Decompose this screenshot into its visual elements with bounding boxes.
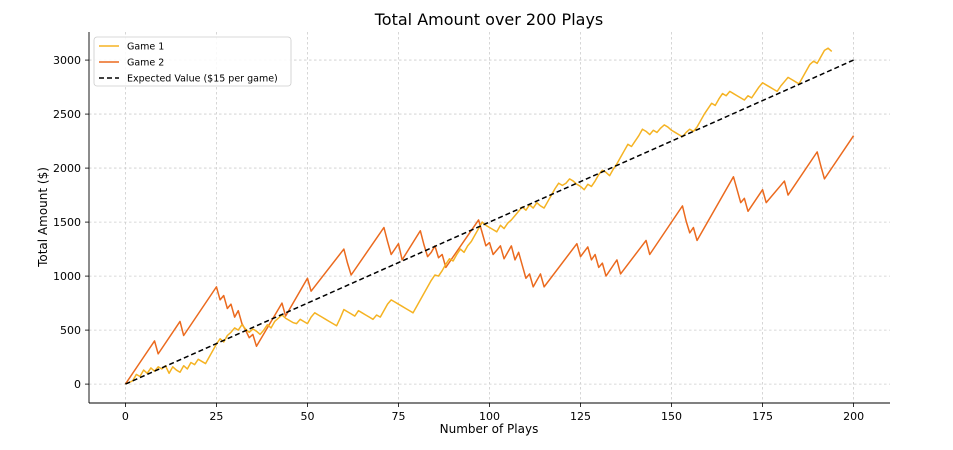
grid (89, 32, 890, 403)
y-tick-label: 500 (60, 324, 81, 337)
y-tick-label: 3000 (53, 54, 81, 67)
x-tick-label: 75 (391, 410, 405, 423)
legend-label: Game 2 (127, 58, 164, 69)
x-tick-label: 200 (843, 410, 864, 423)
x-tick-label: 50 (300, 410, 314, 423)
plot-area (124, 47, 855, 385)
y-tick-label: 1500 (53, 216, 81, 229)
axes: 0 25 50 75 100 125 150 175 200050010001500200025… (53, 32, 890, 423)
legend-frame (93, 36, 292, 87)
series-line-expected-value-15-per-game (125, 59, 854, 385)
y-tick-label: 1000 (53, 270, 81, 283)
x-tick-label: 150 (661, 410, 682, 423)
x-axis-label: Number of Plays (440, 422, 539, 436)
x-tick-label: 125 (570, 410, 591, 423)
x-tick-label: 0 (122, 410, 129, 423)
legend-label: Expected Value ($15 per game) (127, 74, 278, 85)
x-tick-label: 175 (752, 410, 773, 423)
chart-title: Total Amount over 200 Plays (374, 10, 604, 29)
y-tick-label: 0 (74, 378, 81, 391)
y-axis-label: Total Amount ($) (36, 167, 50, 268)
series-line-game-1 (125, 47, 833, 385)
legend-label: Game 1 (127, 42, 164, 53)
x-tick-label: 100 (479, 410, 500, 423)
y-tick-label: 2500 (53, 108, 81, 121)
x-tick-label: 25 (209, 410, 223, 423)
legend: Game 1 Game 2 Expected Value ($15 per game… (93, 36, 292, 87)
y-tick-label: 2000 (53, 162, 81, 175)
